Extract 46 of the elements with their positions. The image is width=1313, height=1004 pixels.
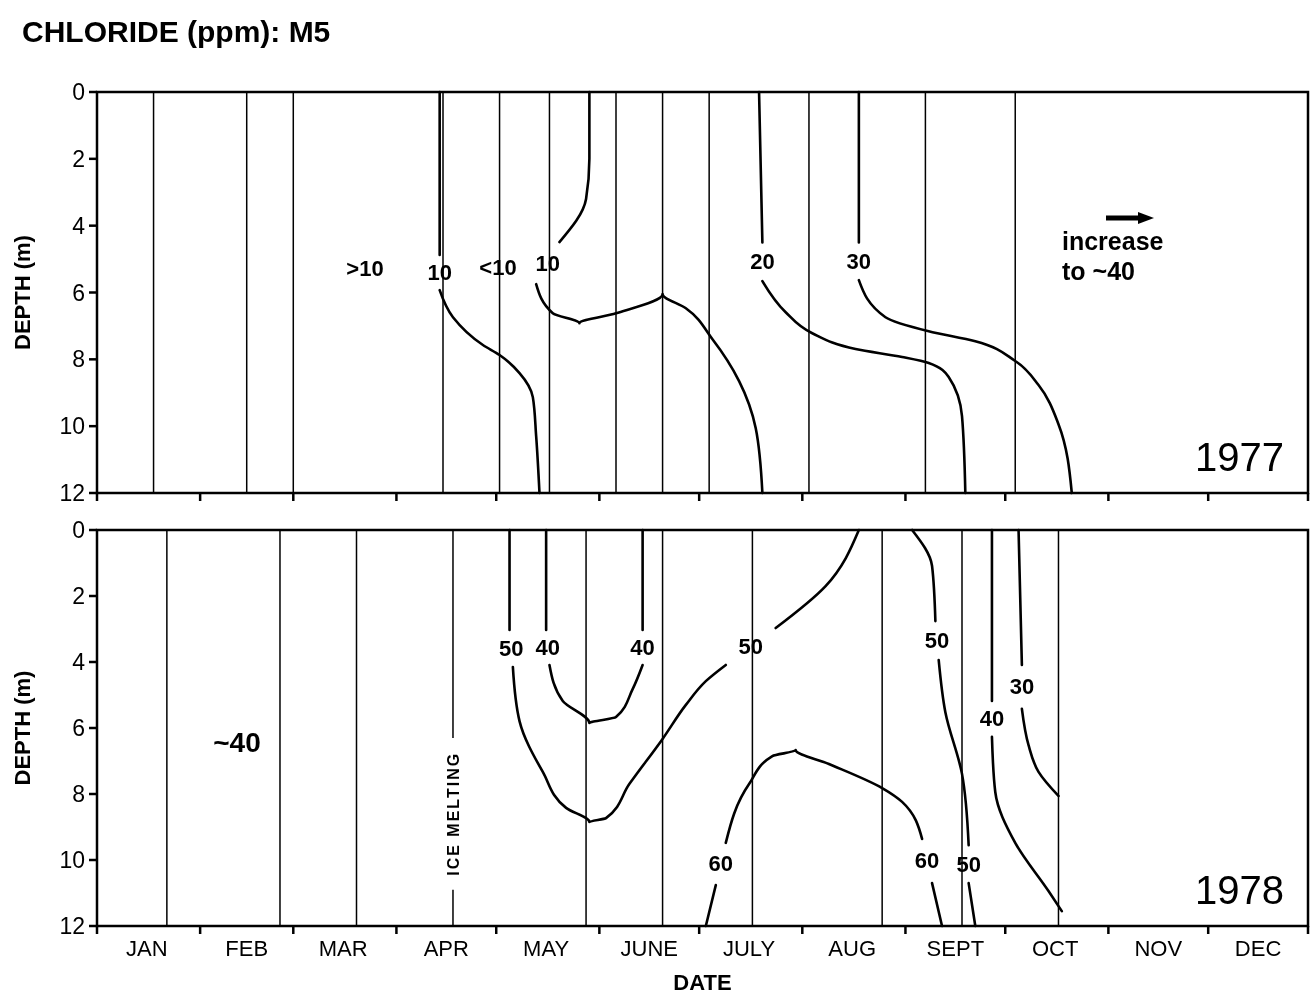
series-label: 40 — [979, 706, 1005, 732]
series-label: 30 — [846, 248, 872, 274]
x-tick-label: NOV — [1134, 935, 1183, 961]
x-tick-label: JUNE — [620, 935, 678, 961]
x-tick-label: DEC — [1234, 935, 1282, 961]
x-tick-label: JULY — [722, 935, 776, 961]
y-tick-label: 12 — [59, 913, 85, 939]
y-tick-label: 4 — [72, 649, 86, 675]
x-tick-label: MAY — [523, 935, 570, 961]
x-tick-label: FEB — [225, 935, 269, 961]
chart-title: CHLORIDE (ppm): M5 — [22, 15, 331, 48]
ref-line-label: ICE MELTING — [444, 751, 462, 876]
y-tick-label: 4 — [72, 212, 86, 239]
annotation: 1978 — [1195, 868, 1284, 912]
x-tick-label: SEPT — [926, 935, 985, 961]
x-tick-label: AUG — [828, 935, 877, 961]
series-label: 20 — [750, 249, 775, 275]
x-tick-label: OCT — [1031, 935, 1079, 961]
y-tick-label: 12 — [59, 480, 85, 506]
y-tick-label: 8 — [72, 781, 85, 807]
x-tick-label: MAR — [318, 935, 368, 961]
series-label: 50 — [498, 635, 524, 661]
annotation: increase to ~40 — [1062, 227, 1164, 285]
x-axis-title: DATE — [673, 970, 732, 995]
annotation: 1977 — [1195, 435, 1284, 479]
y-tick-label: 2 — [72, 583, 85, 609]
y-tick-label: 0 — [72, 517, 85, 543]
y-tick-label: 10 — [59, 847, 85, 873]
y-tick-label: 0 — [72, 79, 85, 105]
y-tick-label: 8 — [72, 346, 85, 373]
series-label: 50 — [924, 628, 950, 654]
y-tick-label: 6 — [72, 715, 85, 741]
x-tick-label: JAN — [126, 935, 168, 961]
text: 60 — [914, 848, 940, 874]
x-tick-label: APR — [423, 935, 469, 961]
annotation: >10 — [346, 255, 384, 281]
annotation: ~40 — [213, 726, 261, 758]
y-tick-label: 6 — [72, 279, 85, 306]
series-label: 60 — [708, 851, 734, 877]
text: 40 — [630, 634, 655, 660]
series-label: 30 — [1009, 674, 1035, 700]
y-axis-title: DEPTH (m) — [10, 235, 35, 350]
y-tick-label: 2 — [72, 145, 85, 172]
y-axis-title: DEPTH (m) — [10, 670, 35, 786]
series-label: 40 — [535, 634, 561, 660]
y-tick-label: 10 — [59, 413, 85, 440]
